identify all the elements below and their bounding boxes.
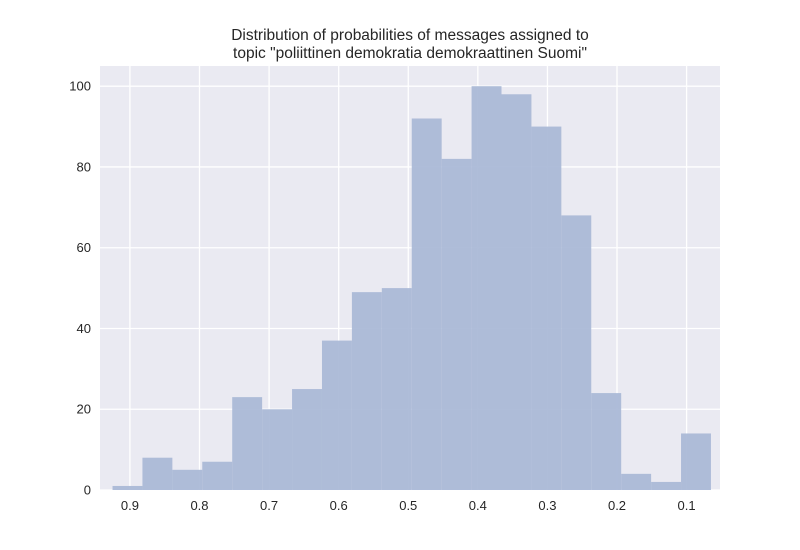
x-tick-label: 0.6 [330, 498, 348, 513]
x-axis-ticks: 0.9 0.8 0.7 0.6 0.5 0.4 0.3 0.2 0.1 [121, 498, 696, 513]
histogram-bar [292, 389, 322, 490]
histogram-bar [172, 469, 203, 490]
y-tick-label: 80 [77, 159, 91, 174]
histogram-bar [202, 461, 233, 490]
y-axis-ticks: 0 20 40 60 80 100 [69, 79, 91, 498]
histogram-bar [142, 457, 173, 490]
x-tick-label: 0.5 [399, 498, 417, 513]
histogram-bars [112, 86, 711, 491]
histogram-bar [262, 409, 293, 490]
histogram-bar [471, 86, 502, 490]
histogram-bar [621, 473, 652, 490]
histogram-bar [501, 94, 532, 491]
histogram-bar [381, 288, 412, 490]
x-tick-label: 0.3 [538, 498, 556, 513]
histogram-bar [651, 481, 682, 490]
histogram-bar [531, 126, 562, 491]
chart-title-line-2: topic "poliittinen demokratia demokraatt… [233, 45, 587, 62]
x-tick-label: 0.1 [678, 498, 696, 513]
x-tick-label: 0.4 [469, 498, 487, 513]
y-tick-label: 100 [69, 79, 91, 94]
histogram-bar [591, 393, 622, 490]
histogram-bar [351, 292, 382, 490]
y-tick-label: 60 [77, 240, 91, 255]
x-tick-label: 0.7 [260, 498, 278, 513]
histogram-bar [681, 433, 711, 490]
histogram-bar [112, 485, 143, 490]
histogram-bar [561, 215, 592, 490]
y-tick-label: 20 [77, 402, 91, 417]
y-tick-label: 40 [77, 321, 91, 336]
y-tick-label: 0 [84, 483, 91, 498]
chart-title-line-1: Distribution of probabilities of message… [231, 27, 589, 44]
histogram-bar [441, 158, 472, 490]
histogram-bar [232, 397, 263, 490]
x-tick-label: 0.8 [190, 498, 208, 513]
x-tick-label: 0.2 [608, 498, 626, 513]
histogram-bar [321, 340, 352, 490]
x-tick-label: 0.9 [121, 498, 139, 513]
histogram-bar [411, 118, 442, 490]
